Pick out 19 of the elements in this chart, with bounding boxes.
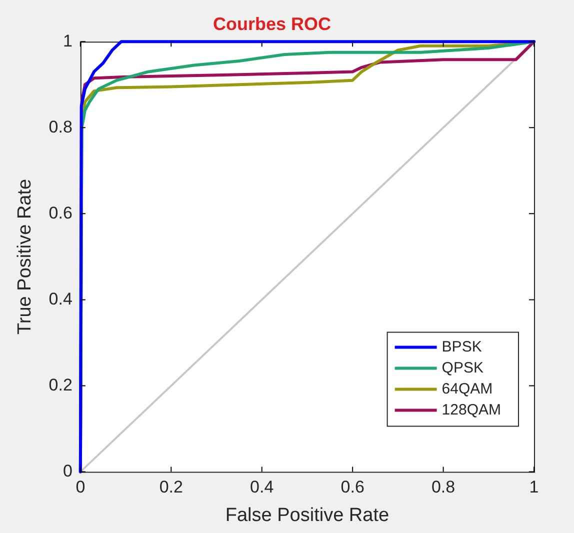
chart-title: Courbes ROC — [212, 14, 332, 34]
y-tick-label: 0.8 — [48, 117, 72, 136]
y-tick-label: 1 — [62, 31, 72, 50]
y-tick-label: 0.2 — [48, 375, 72, 394]
x-tick-label: 0.4 — [250, 478, 274, 497]
legend-label: BPSK — [442, 338, 482, 356]
x-tick-label: 0.2 — [159, 478, 183, 497]
x-tick-label: 0.6 — [340, 478, 364, 497]
x-tick-label: 0 — [76, 478, 86, 497]
legend-label: 64QAM — [442, 380, 493, 398]
legend-label: QPSK — [442, 359, 484, 376]
y-tick-label: 0.4 — [48, 289, 72, 308]
y-tick-label: 0 — [62, 461, 72, 480]
legend-label: 128QAM — [442, 401, 502, 418]
x-tick-label: 1 — [529, 478, 539, 497]
x-tick-label: 0.8 — [431, 478, 456, 497]
y-axis-title: True Positive Rate — [14, 178, 36, 334]
y-tick-label: 0.6 — [48, 203, 72, 222]
x-axis-title: False Positive Rate — [225, 504, 390, 526]
